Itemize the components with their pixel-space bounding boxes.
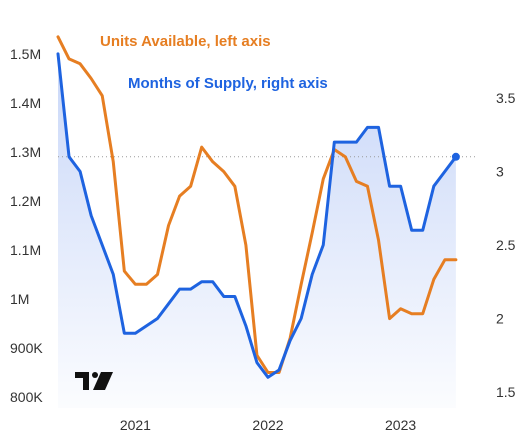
right-axis-tick-label: 3 <box>496 164 504 180</box>
left-axis-tick-label: 800K <box>10 389 43 405</box>
left-axis: 1.5M 1.4M 1.3M 1.2M 1.1M 1M 900K 800K <box>10 46 43 405</box>
left-axis-tick-label: 1.1M <box>10 242 41 258</box>
units-available-line <box>56 35 458 374</box>
left-axis-tick-label: 1.3M <box>10 144 41 160</box>
left-axis-tick-label: 1.4M <box>10 95 41 111</box>
tradingview-logo-icon <box>75 372 113 390</box>
x-axis-tick-label: 2021 <box>120 417 151 433</box>
x-axis: 2021 2022 2023 <box>120 417 417 433</box>
legend-months-of-supply: Months of Supply, right axis <box>128 75 328 92</box>
legend: Units Available, left axis Months of Sup… <box>100 33 328 92</box>
legend-units-available: Units Available, left axis <box>100 33 271 50</box>
right-axis-tick-label: 1.5 <box>496 384 516 400</box>
months-of-supply-line <box>56 52 458 379</box>
left-axis-tick-label: 900K <box>10 340 43 356</box>
x-axis-tick-label: 2022 <box>252 417 283 433</box>
left-axis-tick-label: 1M <box>10 291 29 307</box>
right-axis-tick-label: 3.5 <box>496 90 516 106</box>
x-axis-tick-label: 2023 <box>385 417 416 433</box>
left-axis-tick-label: 1.5M <box>10 46 41 62</box>
right-axis: 3.5 3 2.5 2 1.5 <box>496 90 516 400</box>
left-axis-tick-label: 1.2M <box>10 193 41 209</box>
right-axis-tick-label: 2 <box>496 311 504 327</box>
last-value-marker <box>451 152 460 161</box>
right-axis-tick-label: 2.5 <box>496 237 516 253</box>
series-layer <box>56 35 460 379</box>
